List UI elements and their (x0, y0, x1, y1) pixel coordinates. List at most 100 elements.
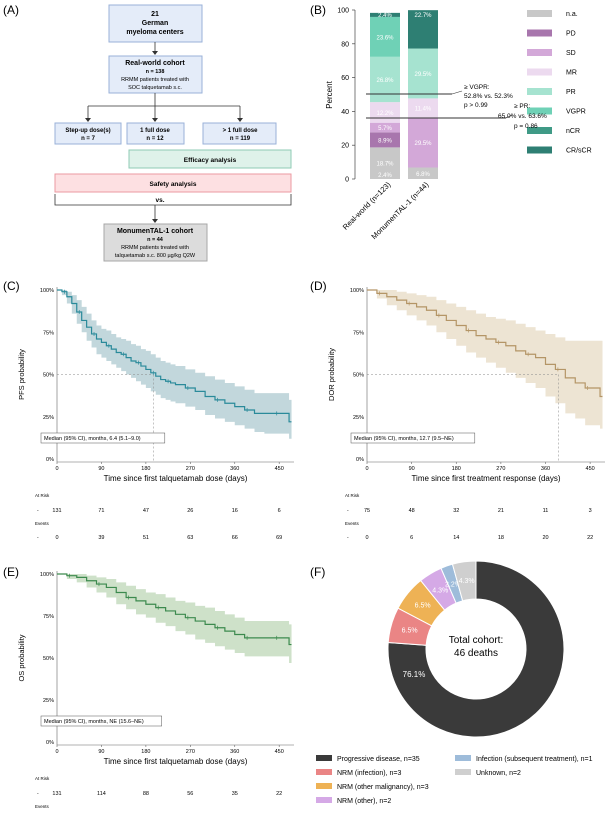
km-events-value: 69 (276, 535, 282, 541)
trial-desc-1: RRMM patients treated with (121, 245, 189, 251)
km-events-value: 20 (542, 535, 548, 541)
km-xtick-label: 180 (141, 749, 150, 755)
km-events-label: Events (35, 804, 50, 809)
b-seg-label: 23.6% (376, 35, 394, 41)
pr-annot-3: p = 0.86 (514, 123, 538, 130)
km-xtick-label: 90 (98, 749, 104, 755)
km-xtick-label: 450 (275, 749, 284, 755)
b-bar-seg-CRsCR-1 (408, 10, 438, 49)
b-legend-swatch-SD (527, 49, 552, 56)
km-xtick-label: 450 (586, 466, 595, 472)
km-median-box (40, 715, 162, 727)
b-legend-swatch-CRsCR (527, 146, 552, 154)
donut-slice-label: 6.5% (415, 603, 431, 610)
centers-line3: myeloma centers (126, 29, 183, 36)
km-survival-curve (57, 573, 292, 646)
panel-e: (E) 0% 25% 50% 75% 100% 0 90 180 270 360 450 Median… (3, 565, 294, 809)
b-legend-swatch-PR (527, 88, 552, 95)
km-xtick-label: 0 (55, 749, 58, 755)
km-at-risk-value: 6 (278, 508, 281, 514)
pr-annot-2: 65.0% vs. 63.6% (498, 113, 547, 120)
km-at-risk-value: 3 (589, 508, 592, 514)
km-at-risk-value: 75 (364, 508, 370, 514)
km-at-risk-label: At Risk (345, 493, 360, 498)
km-ytick-label: 25% (43, 698, 54, 704)
cohort-title: Real-world cohort (125, 60, 185, 67)
panel-f: (F) 76.1% 6.5% 6.5% 4.3%2.2%4.3% Total coho… (310, 560, 593, 805)
km-at-risk-value: 71 (98, 508, 104, 514)
km-events-value: 51 (143, 535, 149, 541)
b-seg-label: 8.9% (378, 138, 392, 144)
km-ytick-label: 75% (353, 330, 364, 336)
km-events-value: 22 (587, 535, 593, 541)
km-events-value: 6 (410, 535, 413, 541)
km-risk-dash: - (37, 791, 39, 797)
branch-one-dose-title: 1 full dose (140, 128, 170, 134)
b-legend-label: MR (566, 70, 577, 77)
km-at-risk-value: 131 (52, 791, 61, 797)
km-events-label: Events (35, 521, 50, 526)
b-legend-label: PD (566, 31, 576, 38)
b-seg-label: 29.5% (414, 141, 432, 147)
km-events-value: 14 (453, 535, 459, 541)
vgpr-annot-1: ≥ VGPR: (464, 84, 490, 91)
km-ci-band (57, 290, 292, 439)
b-ytick-label: 100 (337, 8, 349, 15)
km-ytick-label: 25% (43, 415, 54, 421)
b-top-label: 2.4% (378, 13, 392, 19)
km-risk-dash: - (37, 508, 39, 514)
branch-multi-dose (202, 122, 277, 145)
centers-count: 21 (151, 11, 159, 18)
donut-slice-label: 76.1% (403, 670, 426, 679)
km-events-value: 39 (98, 535, 104, 541)
donut-slice-label: 6.5% (402, 628, 418, 635)
b-bar-seg-PR-0 (370, 56, 400, 103)
b-seg-label: 18.7% (376, 162, 394, 168)
donut-legend-swatch-nrm_mal (316, 783, 332, 789)
km-ytick-label: 50% (43, 373, 54, 379)
b-ytick-label: 20 (341, 143, 349, 150)
arrowhead-1 (152, 51, 158, 55)
km-ci-band (57, 574, 292, 664)
km-at-risk-value: 22 (276, 791, 282, 797)
km-xlabel: Time since first talquetamab dose (days) (104, 757, 248, 766)
cohort-desc-2: SOC talquetamab s.c. (128, 85, 182, 91)
km-survival-curve (57, 289, 292, 423)
b-legend-swatch-na (527, 10, 552, 17)
km-ytick-label: 25% (353, 415, 364, 421)
km-at-risk-label: At Risk (35, 493, 50, 498)
km-at-risk-value: 16 (232, 508, 238, 514)
km-at-risk-value: 35 (232, 791, 238, 797)
km-at-risk-value: 131 (52, 508, 61, 514)
vgpr-connector (451, 90, 463, 95)
donut-legend-label: Unknown, n=2 (476, 770, 521, 777)
km-ytick-label: 0% (356, 457, 364, 463)
km-median-box (40, 432, 166, 444)
arrowhead-2 (85, 118, 91, 122)
km-xtick-label: 0 (365, 466, 368, 472)
km-survival-curve (367, 289, 603, 398)
km-ytick-label: 100% (40, 572, 54, 578)
branch-multi-dose-title: > 1 full dose (223, 128, 259, 134)
arrowhead-4 (237, 118, 243, 122)
panel-e-label: (E) (3, 565, 19, 579)
b-seg-label: 5.7% (378, 126, 392, 132)
b-ytick-label: 0 (345, 177, 349, 184)
cohort-box (108, 55, 203, 94)
km-xtick-label: 270 (496, 466, 505, 472)
b-legend-label: n.a. (566, 11, 578, 18)
km-ytick-label: 75% (43, 330, 54, 336)
centers-box (108, 4, 203, 43)
km-events-value: 66 (232, 535, 238, 541)
pr-annot-1: ≥ PR: (514, 103, 530, 110)
km-ytick-label: 75% (43, 614, 54, 620)
donut-legend-swatch-inf_sub (455, 755, 471, 761)
branch-multi-dose-n: n = 119 (230, 136, 251, 142)
b-ytick-label: 40 (341, 109, 349, 116)
b-bar-seg-PR-1 (408, 48, 438, 99)
km-xtick-label: 270 (186, 466, 195, 472)
b-legend-label: PR (566, 89, 576, 96)
km-ci-band (367, 290, 603, 429)
b-legend-label: CR/sCR (566, 148, 592, 155)
